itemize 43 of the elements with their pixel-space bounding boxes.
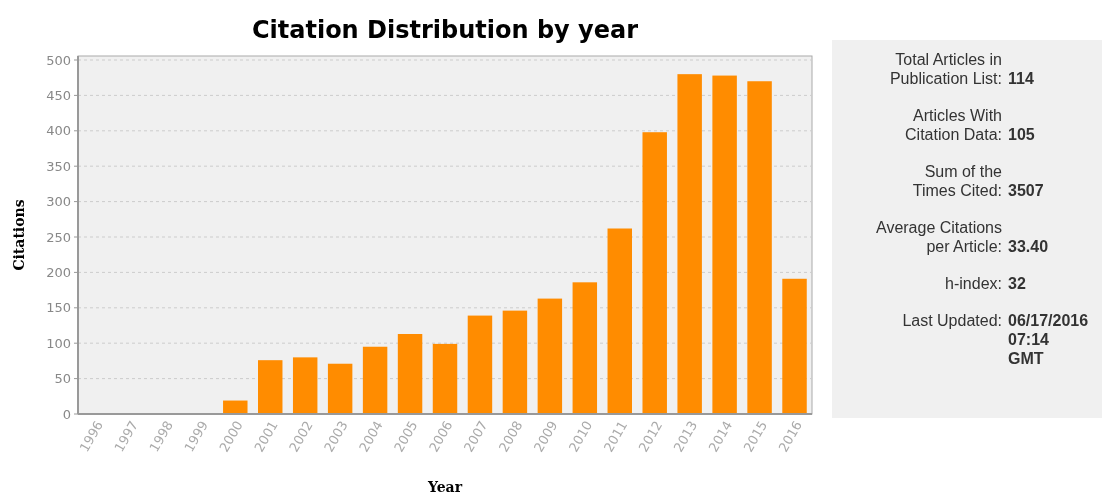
y-tick-label: 200 bbox=[46, 264, 71, 280]
bar bbox=[223, 400, 248, 414]
text: Articles With Citation Data: bbox=[904, 106, 1002, 144]
y-tick-label: 450 bbox=[46, 87, 71, 103]
chart-title: Citation Distribution by year bbox=[251, 16, 639, 44]
text: Sum of the Times Cited: bbox=[911, 162, 1002, 200]
y-tick-label: 50 bbox=[54, 371, 71, 387]
text: 114 bbox=[1007, 69, 1035, 88]
text: 3507 bbox=[1007, 181, 1045, 200]
bar bbox=[572, 282, 598, 414]
text: Total Articles in Publication List: bbox=[888, 50, 1002, 88]
text: 06/17/2016 07:14 GMT bbox=[1007, 311, 1090, 368]
bar bbox=[432, 343, 458, 414]
bar bbox=[292, 357, 318, 414]
text: Last Updated: bbox=[901, 311, 1002, 330]
y-axis-title: Citations bbox=[11, 199, 27, 271]
y-tick-label: 250 bbox=[46, 229, 71, 245]
bar bbox=[327, 363, 353, 414]
y-tick-label: 350 bbox=[46, 158, 71, 174]
bar bbox=[607, 228, 632, 414]
y-tick-label: 150 bbox=[46, 300, 71, 316]
text: 33.40 bbox=[1007, 237, 1050, 256]
bar bbox=[362, 346, 388, 414]
text: 32 bbox=[1007, 274, 1027, 293]
bar bbox=[397, 334, 423, 414]
y-tick-label: 100 bbox=[46, 335, 71, 351]
y-tick-label: 0 bbox=[62, 406, 71, 422]
x-axis-title: Year bbox=[426, 479, 463, 495]
text: 105 bbox=[1007, 125, 1036, 144]
bar bbox=[642, 132, 667, 414]
bar bbox=[502, 310, 528, 414]
bar bbox=[677, 74, 702, 414]
y-tick-label: 500 bbox=[46, 52, 71, 68]
bar bbox=[747, 81, 772, 414]
bar bbox=[537, 298, 563, 414]
y-tick-label: 400 bbox=[46, 123, 71, 139]
bar bbox=[258, 360, 283, 414]
bar bbox=[782, 278, 807, 414]
y-tick-label: 300 bbox=[46, 194, 71, 210]
text: Average Citations per Article: bbox=[875, 218, 1002, 256]
bar bbox=[467, 315, 493, 414]
text: h-index: bbox=[944, 274, 1002, 293]
bar bbox=[712, 75, 737, 414]
